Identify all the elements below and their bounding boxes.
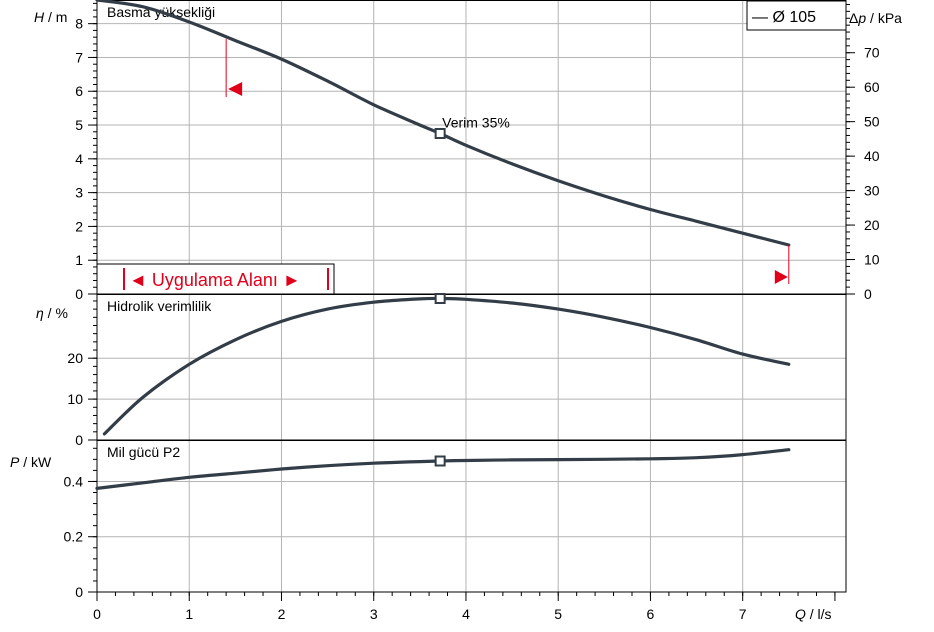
series-line-2 bbox=[102, 296, 791, 436]
legend-label: — Ø 105 bbox=[752, 9, 816, 26]
y-tick-label: 7 bbox=[75, 49, 83, 65]
panel-title: Mil gücü P2 bbox=[107, 444, 180, 460]
y-axis-unit: / m bbox=[44, 9, 67, 25]
panel-frame bbox=[96, 294, 847, 441]
y2-axis-label: Δp / kPa bbox=[849, 10, 902, 26]
x-tick-label: 5 bbox=[554, 606, 562, 622]
x-axis: 0 1 2 3 4 5 6 7 Q / l/s bbox=[93, 592, 836, 622]
y2-axis-unit: / kPa bbox=[866, 10, 902, 26]
y-tick-label: 6 bbox=[75, 83, 83, 99]
x-tick-label: 1 bbox=[185, 606, 193, 622]
y-axis-label: P / kW bbox=[10, 454, 52, 470]
application-range-box bbox=[96, 263, 335, 295]
y-axis-label: H / m bbox=[34, 9, 67, 25]
panel-3: 0 0.2 0.4 Mil gücü P2 P / kW bbox=[10, 440, 847, 600]
y2-tick-label: 30 bbox=[864, 183, 880, 199]
x-tick-label: 6 bbox=[647, 606, 655, 622]
right-axis: 0 10 20 30 40 50 60 70 Δp / kPa bbox=[846, 3, 902, 302]
range-end-arrow bbox=[774, 270, 788, 284]
y-tick-label: 3 bbox=[75, 185, 83, 201]
legend: — Ø 105 bbox=[746, 0, 847, 31]
y-tick-label: 4 bbox=[75, 151, 83, 167]
y-axis-symbol: P bbox=[10, 454, 20, 470]
y2-tick-label: 0 bbox=[864, 286, 872, 302]
y-tick-label: 2 bbox=[75, 218, 83, 234]
y2-tick-label: 70 bbox=[864, 45, 880, 61]
y-axis-symbol: H bbox=[34, 9, 45, 25]
y2-tick-label: 20 bbox=[864, 217, 880, 233]
operating-point-marker bbox=[434, 127, 446, 139]
y2-tick-label: 60 bbox=[864, 79, 880, 95]
application-range: ◄ Uygulama Alanı ► bbox=[96, 38, 790, 295]
x-tick-label: 7 bbox=[739, 606, 747, 622]
y2-tick-label: 50 bbox=[864, 114, 880, 130]
y-tick-label: 0 bbox=[75, 432, 83, 448]
x-tick-label: 4 bbox=[462, 606, 470, 622]
operating-point-marker bbox=[434, 455, 446, 467]
y-tick-label: 0 bbox=[75, 584, 83, 600]
y-tick-label: 10 bbox=[67, 391, 83, 407]
y-tick-label: 0.4 bbox=[64, 473, 84, 489]
y-axis-unit: / % bbox=[44, 305, 68, 321]
x-axis-label: Q / l/s bbox=[795, 606, 832, 622]
efficiency-label: Verim 35% bbox=[442, 114, 510, 130]
x-tick-label: 3 bbox=[370, 606, 378, 622]
legend-box bbox=[746, 0, 847, 31]
x-tick-label: 2 bbox=[278, 606, 286, 622]
panel-frame bbox=[96, 440, 847, 593]
y-axis-label: η / % bbox=[36, 305, 68, 321]
application-range-label: ◄ Uygulama Alanı ► bbox=[129, 270, 301, 290]
y-axis-symbol: η bbox=[36, 305, 44, 321]
range-start-arrow bbox=[228, 82, 243, 96]
delta-symbol: Δ bbox=[849, 10, 858, 26]
y-tick-label: 1 bbox=[75, 252, 83, 268]
y-tick-label: 0 bbox=[75, 286, 83, 302]
panel-2: 0 10 20 Hidrolik verimlilik η / % bbox=[36, 294, 847, 448]
x-tick-label: 0 bbox=[93, 606, 101, 622]
y-tick-label: 8 bbox=[75, 16, 83, 32]
operating-point-marker bbox=[434, 292, 446, 304]
y2-axis-symbol: p bbox=[857, 10, 866, 26]
panel-title: Hidrolik verimlilik bbox=[107, 298, 212, 314]
y2-tick-label: 10 bbox=[864, 252, 880, 268]
y-axis-unit: / kW bbox=[19, 454, 52, 470]
y-tick-label: 5 bbox=[75, 117, 83, 133]
y-tick-label: 0.2 bbox=[64, 529, 84, 545]
x-axis-symbol: Q bbox=[795, 606, 806, 622]
x-axis-unit: / l/s bbox=[806, 606, 832, 622]
y2-tick-label: 40 bbox=[864, 148, 880, 164]
y-tick-label: 20 bbox=[67, 350, 83, 366]
